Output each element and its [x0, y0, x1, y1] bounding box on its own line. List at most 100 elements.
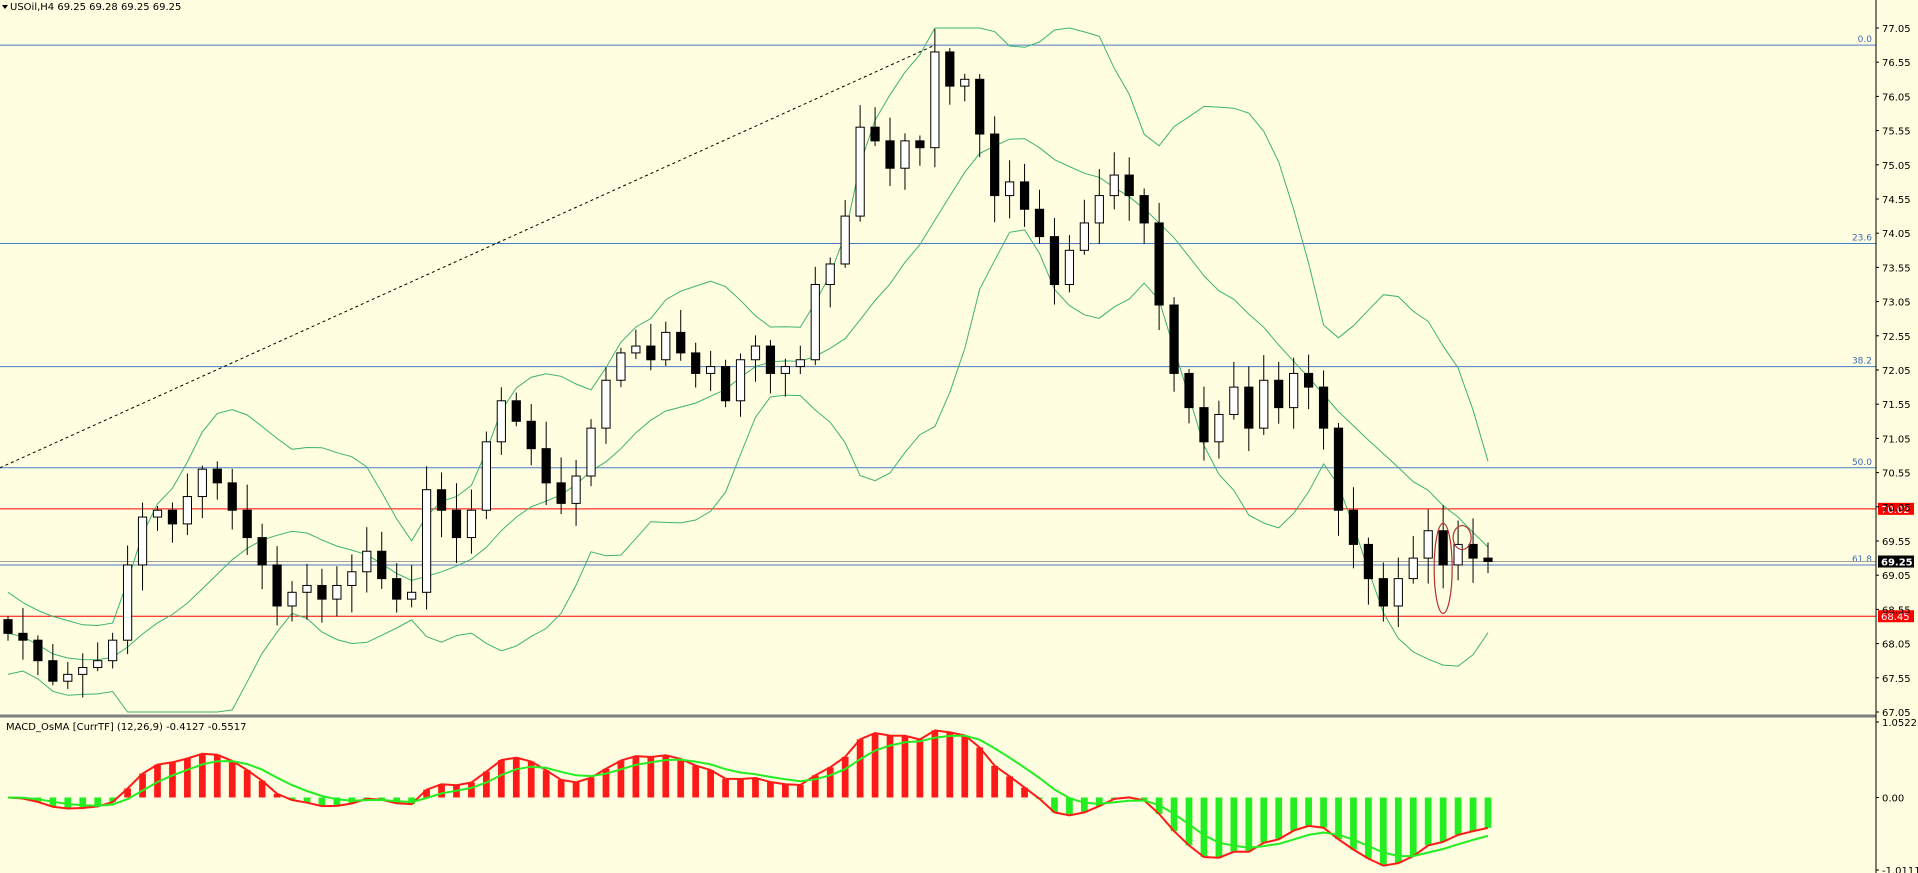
candle-body: [945, 51, 955, 87]
price-axis-label: 69.55: [1882, 537, 1911, 548]
candle-body: [855, 126, 865, 217]
candle-body: [691, 352, 701, 374]
candle-body: [930, 51, 940, 149]
candle-body: [63, 673, 73, 682]
candle-body: [182, 496, 193, 525]
price-axis-label: 74.55: [1882, 195, 1911, 206]
price-axis-label: 67.55: [1882, 674, 1911, 685]
candle-body: [93, 660, 103, 669]
candle-body: [810, 284, 820, 361]
candle-body: [332, 584, 342, 600]
macd-line: [7, 729, 1489, 867]
candle-body: [1423, 530, 1433, 559]
fib-trendline: [0, 44, 936, 469]
candle-body: [1378, 578, 1388, 607]
candle-body: [541, 448, 551, 484]
price-axis-label: 70.55: [1882, 469, 1911, 480]
price-axis-label: 68.55: [1882, 605, 1911, 616]
candle-body: [586, 427, 596, 477]
annotation-circle: [1452, 524, 1472, 551]
annotations-layer: [0, 44, 1472, 614]
candle-body: [990, 133, 1000, 197]
macd-axis-label: 0.00: [1882, 793, 1904, 804]
candle-body: [1333, 427, 1344, 511]
level-price-text-68.45: 68.45: [1881, 612, 1910, 623]
candle-body: [870, 126, 880, 142]
candle-body: [421, 489, 432, 593]
candle-body: [108, 639, 118, 662]
candle-body: [1124, 174, 1134, 197]
candle-body: [197, 468, 207, 498]
price-axis-label: 69.05: [1882, 571, 1911, 582]
macd-layer: [7, 729, 1492, 867]
price-axis-label: 74.05: [1882, 229, 1911, 240]
level-price-tag-68.45: [1878, 610, 1914, 623]
candle-body: [257, 537, 267, 566]
current-price-tag: [1878, 555, 1914, 568]
candle-body: [1393, 578, 1403, 607]
candle-body: [1019, 181, 1030, 210]
candle-body: [676, 331, 686, 354]
level-price-tag-70.02: [1878, 502, 1914, 515]
candle-body: [48, 660, 58, 682]
candle-body: [1005, 181, 1015, 197]
candle-body: [825, 263, 835, 286]
candle-body: [347, 571, 357, 586]
candle-body: [1199, 407, 1209, 443]
candle-body: [1214, 413, 1224, 443]
fib-label-38.2: 38.2: [1852, 357, 1872, 367]
macd-label: MACD_OsMA [CurrTF] (12,26,9) -0.4127 -0.…: [6, 722, 246, 733]
price-axis-label: 68.05: [1882, 640, 1911, 651]
candle-body: [1438, 530, 1448, 566]
candle-body: [1274, 379, 1284, 409]
candle-body: [137, 516, 148, 566]
current-price-text: 69.25: [1881, 558, 1913, 569]
bollinger-lower: [7, 229, 1489, 713]
candle-body: [735, 359, 746, 402]
candle-body: [212, 468, 222, 484]
candle-body: [451, 509, 462, 539]
price-axis-label: 73.05: [1882, 298, 1911, 309]
bollinger-bands-layer: [7, 27, 1489, 713]
candle-body: [511, 400, 521, 422]
candles-layer: [3, 29, 1493, 698]
candle-body: [885, 140, 895, 169]
candle-body: [526, 420, 536, 450]
candle-body: [1154, 222, 1164, 306]
candle-body: [317, 584, 327, 600]
bollinger-middle: [7, 138, 1489, 661]
candle-body: [1079, 222, 1089, 251]
fib-label-0.0: 0.0: [1858, 35, 1873, 45]
candle-body: [1169, 304, 1179, 374]
candle-body: [1363, 543, 1374, 580]
candle-body: [1229, 386, 1239, 415]
price-axis-label: 75.05: [1882, 161, 1911, 172]
candle-body: [975, 78, 985, 135]
candle-body: [1408, 557, 1418, 580]
candle-body: [3, 619, 13, 634]
candle-body: [1109, 174, 1119, 197]
candle-body: [720, 366, 731, 402]
candle-body: [496, 400, 506, 443]
candle-body: [436, 489, 447, 511]
candle-body: [1468, 543, 1478, 559]
candle-body: [1244, 386, 1254, 429]
candle-body: [1049, 236, 1060, 285]
macd-axis-label: -1.0111: [1882, 866, 1918, 873]
fib-label-23.6: 23.6: [1852, 233, 1872, 243]
candle-body: [1184, 372, 1194, 409]
candle-body: [1034, 208, 1045, 238]
candle-body: [18, 632, 28, 641]
candle-body: [78, 667, 88, 675]
candle-body: [780, 366, 790, 374]
candle-body: [152, 509, 163, 518]
candle-body: [900, 140, 910, 169]
collapse-arrow-icon[interactable]: [2, 5, 8, 9]
candle-body: [750, 345, 761, 361]
candle-body: [227, 482, 237, 511]
candle-body: [571, 475, 581, 504]
candle-body: [1064, 249, 1075, 286]
candle-body: [481, 441, 491, 511]
